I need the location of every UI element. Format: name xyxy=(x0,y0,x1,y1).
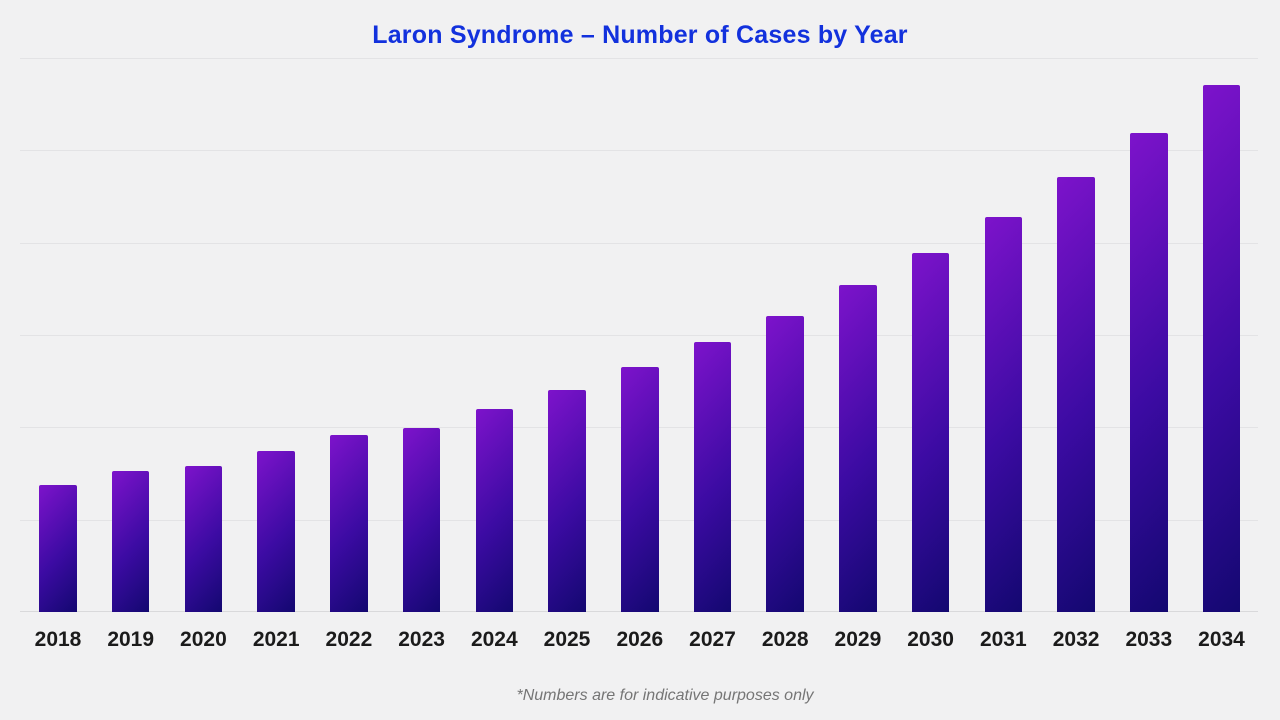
bar-2025 xyxy=(548,389,586,612)
bar-2021 xyxy=(257,451,295,612)
bar-2028 xyxy=(766,315,804,612)
bar-2026 xyxy=(621,367,659,612)
x-tick-label-2021: 2021 xyxy=(252,628,300,651)
bar-2032 xyxy=(1057,177,1095,612)
x-tick-label-2032: 2032 xyxy=(1052,628,1100,651)
x-tick-label-2026: 2026 xyxy=(616,628,664,651)
chart-title: Laron Syndrome – Number of Cases by Year xyxy=(372,21,908,49)
chart-footnote: *Numbers are for indicative purposes onl… xyxy=(516,687,814,704)
bar-2018 xyxy=(39,484,77,612)
x-tick-label-2022: 2022 xyxy=(325,628,373,651)
x-tick-label-2019: 2019 xyxy=(107,628,155,651)
bar-2022 xyxy=(330,434,368,612)
x-tick-label-2024: 2024 xyxy=(470,628,518,651)
x-tick-label-2031: 2031 xyxy=(979,628,1027,651)
x-tick-label-2033: 2033 xyxy=(1125,628,1173,651)
bar-2027 xyxy=(693,342,732,612)
x-tick-label-2030: 2030 xyxy=(907,628,954,651)
bar-2023 xyxy=(402,428,441,612)
x-tick-label-2020: 2020 xyxy=(180,628,227,651)
x-tick-label-2023: 2023 xyxy=(398,628,445,651)
x-tick-label-2027: 2027 xyxy=(689,628,736,651)
gridline xyxy=(20,150,1258,151)
bar-2019 xyxy=(111,470,150,612)
x-tick-label-2028: 2028 xyxy=(761,628,809,651)
bar-2031 xyxy=(984,216,1023,612)
x-tick-label-2025: 2025 xyxy=(543,628,591,651)
x-tick-label-2029: 2029 xyxy=(834,628,882,651)
bar-2024 xyxy=(475,408,514,612)
bar-2020 xyxy=(184,466,223,612)
gridline xyxy=(20,58,1258,59)
bar-2034 xyxy=(1202,84,1241,612)
x-tick-label-2018: 2018 xyxy=(34,628,82,651)
bar-2033 xyxy=(1130,132,1168,612)
bar-2030 xyxy=(911,252,950,612)
gridline xyxy=(20,335,1258,336)
x-axis-labels: 2018 2019 2020 2021 2022 2023 2024 2025 2026 2027… xyxy=(0,628,1280,660)
x-tick-label-2034: 2034 xyxy=(1198,628,1245,651)
plot-area xyxy=(20,58,1258,612)
bar-series xyxy=(20,58,1258,612)
gridline xyxy=(20,243,1258,244)
bar-2029 xyxy=(839,285,877,612)
